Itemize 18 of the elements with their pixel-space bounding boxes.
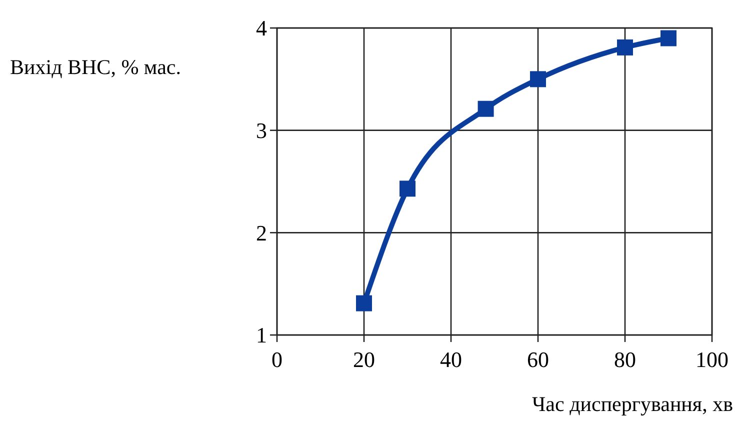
x-tick-label: 0 bbox=[272, 347, 282, 372]
point bbox=[400, 180, 416, 197]
x-tick-label: 80 bbox=[614, 347, 636, 372]
y-tick-label: 2 bbox=[256, 220, 267, 246]
y-axis-title: Вихід ВНС, % мас. bbox=[10, 55, 181, 80]
point bbox=[530, 71, 546, 88]
point bbox=[617, 39, 633, 56]
y-tick-label: 3 bbox=[256, 118, 267, 144]
point bbox=[660, 30, 676, 46]
x-axis-title: Час диспергування, хв bbox=[532, 392, 734, 416]
x-tick-label: 60 bbox=[527, 347, 549, 372]
y-tick-label: 1 bbox=[256, 322, 267, 348]
point bbox=[478, 100, 494, 117]
x-tick-label: 40 bbox=[440, 347, 462, 372]
x-tick-label: 100 bbox=[696, 347, 728, 372]
x-tick-label: 20 bbox=[353, 347, 375, 372]
point bbox=[356, 295, 372, 312]
y-tick-label: 4 bbox=[256, 16, 267, 41]
